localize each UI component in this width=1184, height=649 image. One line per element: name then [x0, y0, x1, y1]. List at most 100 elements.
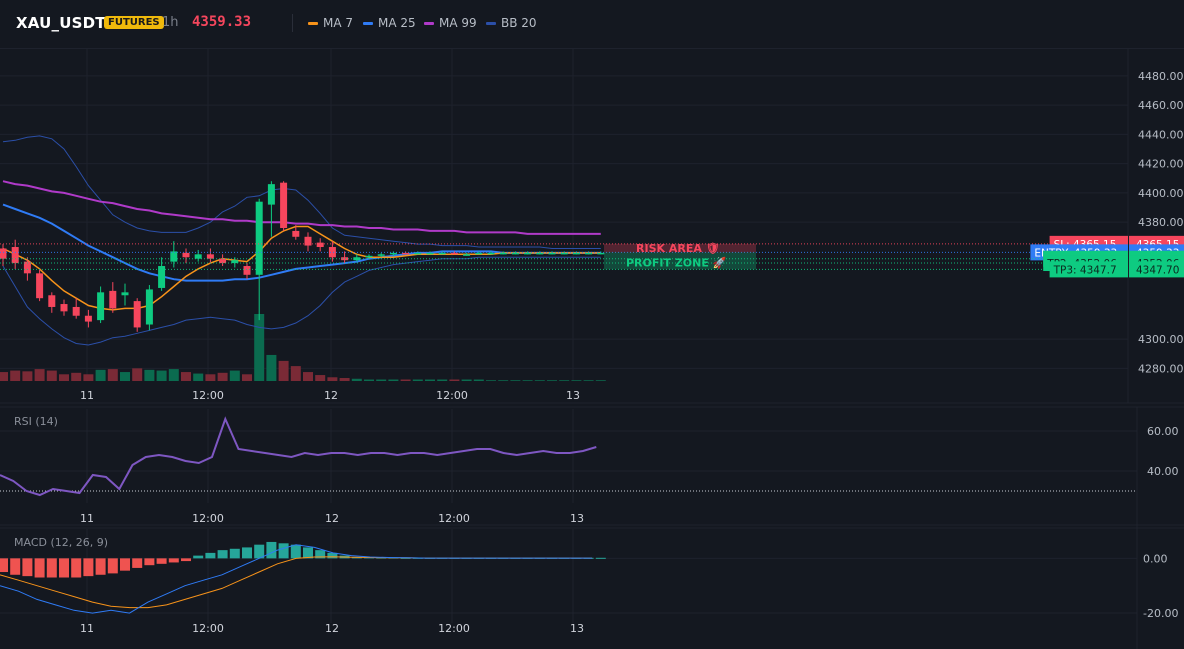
volume-bar — [583, 380, 594, 381]
macd-title: MACD (12, 26, 9) — [14, 536, 108, 549]
candle-body — [243, 266, 251, 275]
volume-bar — [46, 370, 57, 381]
legend-bb20-label: BB 20 — [501, 16, 537, 30]
volume-bar — [510, 380, 521, 381]
legend-ma25-swatch — [363, 21, 373, 25]
volume-bar — [144, 369, 155, 381]
volume-bar — [0, 372, 8, 381]
risk-zone — [604, 243, 756, 253]
candle-body — [280, 182, 288, 229]
macd-histogram-bar — [156, 558, 167, 564]
legend-ma7[interactable]: MA 7 — [308, 16, 353, 30]
x-axis-label: 11 — [80, 512, 94, 525]
x-axis-label: 13 — [570, 512, 584, 525]
volume-bar — [303, 372, 313, 381]
volume-bar — [522, 380, 533, 381]
volume-bar — [571, 380, 582, 381]
macd-histogram-bar — [595, 557, 606, 559]
legend-ma99-swatch — [424, 21, 434, 25]
candle-body — [475, 252, 483, 255]
volume-bar — [205, 374, 216, 381]
volume-bar — [364, 379, 374, 381]
legend-bb20[interactable]: BB 20 — [486, 16, 537, 30]
volume-bar — [71, 372, 82, 381]
rsi-title: RSI (14) — [14, 415, 58, 428]
candle-body — [377, 254, 385, 256]
candle-body — [572, 252, 580, 255]
x-axis-label: 13 — [570, 622, 584, 635]
main-y-tick-label: 4440.00 — [1138, 128, 1184, 141]
macd-histogram-bar — [266, 541, 277, 559]
macd-line — [0, 544, 592, 614]
rsi-y-tick-label: 60.00 — [1147, 425, 1179, 438]
volume-bar — [217, 372, 228, 381]
main-y-tick-label: 4460.00 — [1138, 99, 1184, 112]
level-tag: TP3: 4347.7 4347.70 — [1049, 261, 1184, 278]
macd-histogram-bar — [83, 558, 94, 577]
volume-bar — [315, 375, 326, 381]
candle-body — [341, 257, 349, 261]
macd-histogram-bar — [254, 544, 265, 559]
level-axis-label: 4347.70 — [1136, 264, 1179, 276]
candle-body — [426, 252, 434, 255]
x-axis-label: 12:00 — [192, 622, 224, 635]
volume-bar — [168, 369, 179, 381]
main-y-tick-label: 4480.00 — [1138, 70, 1184, 83]
symbol-title[interactable]: XAU_USDT — [16, 14, 106, 32]
candle-body — [48, 295, 56, 307]
volume-bar — [412, 379, 423, 381]
volume-bar — [95, 369, 106, 381]
volume-bar — [388, 379, 399, 381]
macd-histogram-bar — [132, 558, 143, 568]
macd-histogram-bar — [120, 558, 130, 571]
macd-histogram-bar — [0, 558, 8, 573]
macd-histogram-bar — [229, 548, 240, 559]
volume-bar — [34, 369, 45, 381]
candle-body — [109, 290, 117, 309]
macd-histogram-bar — [71, 558, 82, 578]
x-axis-label: 12:00 — [438, 622, 470, 635]
volume-bar — [290, 366, 301, 381]
level-axis-bg — [1129, 261, 1184, 278]
rsi-y-tick-label: 40.00 — [1147, 465, 1179, 478]
volume-bar — [437, 379, 448, 381]
candle-body — [389, 252, 397, 255]
legend-ma25-label: MA 25 — [378, 16, 416, 30]
main-y-tick-label: 4280.00 — [1138, 362, 1184, 375]
candle-body — [463, 254, 471, 256]
timeframe-label[interactable]: 1h — [162, 15, 179, 30]
legend-ma25[interactable]: MA 25 — [363, 16, 416, 30]
candle-body — [121, 292, 129, 296]
volume-bar — [156, 370, 167, 381]
legend-bb20-swatch — [486, 21, 496, 25]
candle-body — [206, 254, 214, 259]
macd-histogram-bar — [193, 555, 204, 559]
candle-body — [231, 260, 239, 264]
volume-bar — [10, 370, 21, 381]
candle-body — [194, 254, 202, 259]
legend-ma99[interactable]: MA 99 — [424, 16, 477, 30]
risk-zone-label: RISK AREA 🛡 — [636, 242, 720, 255]
volume-bar — [547, 380, 557, 381]
candle-body — [170, 251, 178, 262]
candle-body — [36, 273, 44, 299]
candle-body — [145, 289, 153, 325]
volume-bar — [461, 379, 472, 381]
candle-body — [72, 306, 80, 316]
header-divider — [292, 14, 293, 32]
main-y-tick-label: 4380.00 — [1138, 216, 1184, 229]
main-y-tick-label: 4420.00 — [1138, 158, 1184, 171]
volume-bar — [351, 378, 362, 381]
ma25-line — [2, 203, 601, 282]
level-label: TP3: 4347.7 — [1053, 264, 1117, 276]
volume-bar — [339, 378, 350, 381]
candle-body — [84, 315, 92, 322]
volume-bar — [193, 373, 204, 381]
x-axis-label: 12 — [325, 622, 339, 635]
macd-histogram-bar — [168, 558, 179, 563]
x-axis-label: 12 — [325, 512, 339, 525]
rsi-line — [0, 416, 597, 497]
profit-zone — [604, 252, 756, 270]
candle-body — [511, 252, 519, 255]
